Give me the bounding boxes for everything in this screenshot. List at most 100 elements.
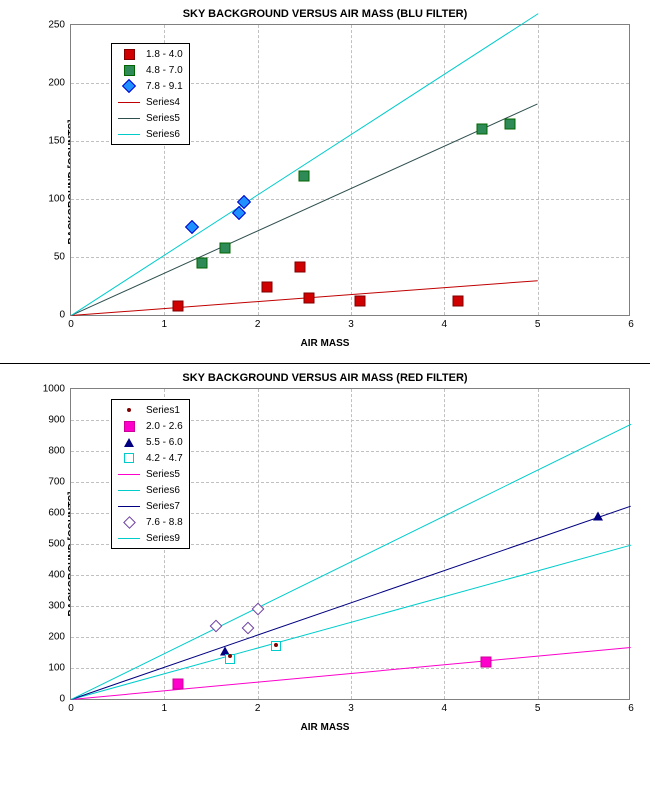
x-tick-label: 4 [442, 703, 448, 714]
data-marker [294, 262, 305, 273]
data-marker [173, 300, 184, 311]
y-tick-label: 900 [48, 415, 65, 426]
legend-item: Series5 [114, 466, 187, 482]
legend-item: 4.8 - 7.0 [114, 62, 187, 78]
legend-item: 5.5 - 6.0 [114, 434, 187, 450]
y-tick-label: 200 [48, 78, 65, 89]
x-axis-label: AIR MASS [0, 338, 650, 359]
legend-label: Series5 [146, 469, 180, 480]
legend-line-icon [118, 474, 140, 475]
legend-item: 7.6 - 8.8 [114, 514, 187, 530]
y-tick-label: 400 [48, 570, 65, 581]
legend-line-icon [118, 538, 140, 539]
gridline-v [538, 25, 539, 315]
chart-container: SKY BACKGROUND VERSUS AIR MASS (RED FILT… [0, 364, 650, 743]
x-tick-label: 0 [68, 319, 74, 330]
data-marker [228, 654, 232, 658]
legend-line-icon [118, 506, 140, 507]
data-marker [593, 512, 603, 521]
y-tick-label: 250 [48, 20, 65, 31]
data-marker [299, 170, 310, 181]
legend-label: Series4 [146, 97, 180, 108]
y-tick-label: 500 [48, 539, 65, 550]
gridline-h [71, 257, 629, 258]
y-tick-label: 100 [48, 194, 65, 205]
legend-item: 4.2 - 4.7 [114, 450, 187, 466]
legend-line-icon [118, 102, 140, 103]
legend-item: Series6 [114, 126, 187, 142]
x-tick-label: 1 [162, 319, 168, 330]
data-marker [242, 621, 255, 634]
x-tick-label: 5 [535, 703, 541, 714]
x-tick-label: 2 [255, 319, 261, 330]
legend: 1.8 - 4.0 4.8 - 7.0 7.8 - 9.1 Series4 Series… [111, 43, 190, 145]
x-tick-label: 0 [68, 703, 74, 714]
data-marker [196, 257, 207, 268]
x-axis-label: AIR MASS [0, 722, 650, 743]
data-marker [304, 292, 315, 303]
x-tick-label: 3 [348, 703, 354, 714]
gridline-h [71, 606, 629, 607]
x-tick-label: 6 [628, 319, 634, 330]
legend-line-icon [118, 134, 140, 135]
gridline-v [444, 25, 445, 315]
data-marker [262, 282, 273, 293]
legend-marker-icon [118, 81, 140, 91]
legend-label: 5.5 - 6.0 [146, 437, 183, 448]
gridline-v [351, 25, 352, 315]
data-marker [173, 678, 184, 689]
y-tick-label: 1000 [43, 384, 65, 395]
x-tick-label: 3 [348, 319, 354, 330]
legend-label: Series1 [146, 405, 180, 416]
legend-line-icon [118, 118, 140, 119]
legend-item: Series1 [114, 402, 187, 418]
chart-title: SKY BACKGROUND VERSUS AIR MASS (RED FILT… [0, 364, 650, 388]
data-marker [476, 124, 487, 135]
data-marker [504, 118, 515, 129]
legend-marker-icon [118, 49, 140, 60]
legend-marker-icon [118, 453, 140, 463]
legend-label: Series5 [146, 113, 180, 124]
legend-item: Series6 [114, 482, 187, 498]
y-tick-label: 0 [59, 310, 65, 321]
legend-label: 7.6 - 8.8 [146, 517, 183, 528]
x-tick-label: 4 [442, 319, 448, 330]
y-tick-label: 0 [59, 694, 65, 705]
legend-item: 2.0 - 2.6 [114, 418, 187, 434]
y-tick-label: 800 [48, 446, 65, 457]
x-tick-label: 5 [535, 319, 541, 330]
legend: Series1 2.0 - 2.6 5.5 - 6.0 4.2 - 4.7 Series… [111, 399, 190, 549]
legend-label: 4.8 - 7.0 [146, 65, 183, 76]
y-tick-label: 600 [48, 508, 65, 519]
x-tick-label: 2 [255, 703, 261, 714]
legend-item: 7.8 - 9.1 [114, 78, 187, 94]
y-tick-label: 200 [48, 632, 65, 643]
chart-container: SKY BACKGROUND VERSUS AIR MASS (BLU FILT… [0, 0, 650, 364]
x-tick-label: 6 [628, 703, 634, 714]
x-tick-label: 1 [162, 703, 168, 714]
data-marker [481, 656, 492, 667]
legend-marker-icon [118, 65, 140, 76]
legend-item: Series7 [114, 498, 187, 514]
plot-area: 01234560501001502002501.8 - 4.04.8 - 7.0… [70, 24, 630, 316]
legend-label: Series6 [146, 485, 180, 496]
legend-label: 4.2 - 4.7 [146, 453, 183, 464]
data-marker [274, 643, 278, 647]
gridline-h [71, 199, 629, 200]
data-marker [355, 296, 366, 307]
legend-item: Series9 [114, 530, 187, 546]
y-tick-label: 150 [48, 136, 65, 147]
legend-marker-icon [118, 518, 140, 527]
legend-label: 1.8 - 4.0 [146, 49, 183, 60]
gridline-v [258, 25, 259, 315]
legend-marker-icon [118, 408, 140, 412]
y-tick-label: 50 [54, 252, 65, 263]
legend-label: Series6 [146, 129, 180, 140]
gridline-h [71, 575, 629, 576]
y-tick-label: 300 [48, 601, 65, 612]
chart-title: SKY BACKGROUND VERSUS AIR MASS (BLU FILT… [0, 0, 650, 24]
legend-label: Series7 [146, 501, 180, 512]
data-marker [220, 242, 231, 253]
gridline-h [71, 637, 629, 638]
data-marker [453, 296, 464, 307]
